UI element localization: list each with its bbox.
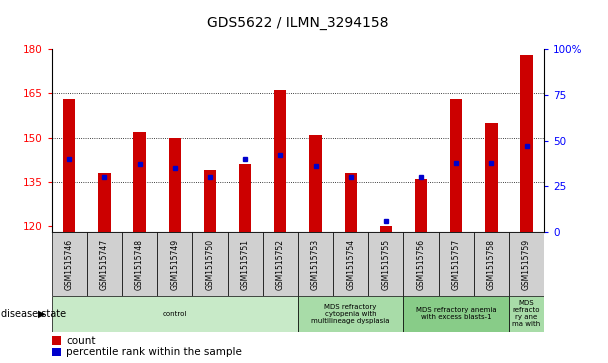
Bar <box>227 232 263 296</box>
Bar <box>298 232 333 296</box>
Bar <box>509 232 544 296</box>
Bar <box>520 55 533 232</box>
Bar <box>404 296 509 332</box>
Text: MDS
refracto
ry ane
ma with: MDS refracto ry ane ma with <box>513 301 541 327</box>
Text: count: count <box>66 335 96 346</box>
Bar <box>168 138 181 232</box>
Bar <box>157 232 192 296</box>
Bar <box>380 227 392 232</box>
Bar <box>52 336 61 344</box>
Text: MDS refractory anemia
with excess blasts-1: MDS refractory anemia with excess blasts… <box>416 307 497 321</box>
Bar <box>474 232 509 296</box>
Text: GSM1515749: GSM1515749 <box>170 238 179 290</box>
Bar <box>345 173 357 232</box>
Bar <box>192 232 227 296</box>
Text: control: control <box>162 311 187 317</box>
Text: GSM1515758: GSM1515758 <box>487 238 496 290</box>
Bar <box>263 232 298 296</box>
Bar <box>122 232 157 296</box>
Text: GSM1515753: GSM1515753 <box>311 238 320 290</box>
Bar <box>509 296 544 332</box>
Bar <box>274 90 286 232</box>
Text: GSM1515756: GSM1515756 <box>416 238 426 290</box>
Bar <box>309 135 322 232</box>
Bar <box>52 296 298 332</box>
Text: GSM1515748: GSM1515748 <box>135 238 144 290</box>
Bar <box>52 232 87 296</box>
Bar <box>415 179 427 232</box>
Text: GSM1515759: GSM1515759 <box>522 238 531 290</box>
Text: GSM1515747: GSM1515747 <box>100 238 109 290</box>
Bar <box>438 232 474 296</box>
Bar <box>63 99 75 232</box>
Bar <box>239 164 251 232</box>
Bar <box>98 173 111 232</box>
Bar <box>204 170 216 232</box>
Bar <box>52 348 61 356</box>
Text: GSM1515757: GSM1515757 <box>452 238 461 290</box>
Bar <box>404 232 438 296</box>
Text: GSM1515746: GSM1515746 <box>65 238 74 290</box>
Text: GSM1515750: GSM1515750 <box>206 238 215 290</box>
Bar <box>87 232 122 296</box>
Text: GSM1515755: GSM1515755 <box>381 238 390 290</box>
Text: GSM1515754: GSM1515754 <box>346 238 355 290</box>
Text: percentile rank within the sample: percentile rank within the sample <box>66 347 243 357</box>
Bar <box>368 232 404 296</box>
Text: MDS refractory
cytopenia with
multilineage dysplasia: MDS refractory cytopenia with multilinea… <box>311 304 390 324</box>
Text: GSM1515751: GSM1515751 <box>241 238 250 290</box>
Bar <box>298 296 404 332</box>
Bar <box>485 123 497 232</box>
Bar <box>450 99 462 232</box>
Text: ▶: ▶ <box>38 309 45 319</box>
Text: GDS5622 / ILMN_3294158: GDS5622 / ILMN_3294158 <box>207 16 389 30</box>
Bar <box>134 132 146 232</box>
Text: GSM1515752: GSM1515752 <box>276 238 285 290</box>
Text: disease state: disease state <box>1 309 66 319</box>
Bar <box>333 232 368 296</box>
